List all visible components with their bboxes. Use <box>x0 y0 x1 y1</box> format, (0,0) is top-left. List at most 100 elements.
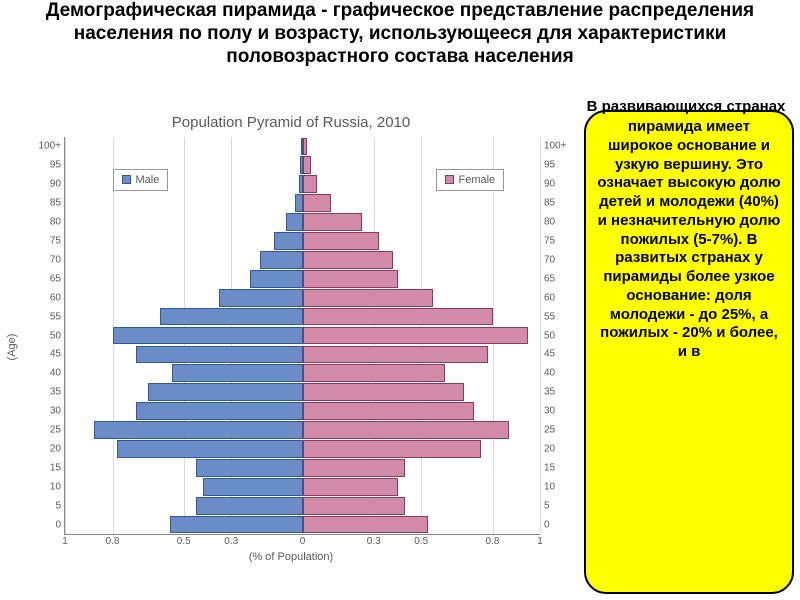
y-tick-left: 60 <box>31 292 65 303</box>
overlay-text: В развивающихся странах <box>586 98 786 115</box>
chart-title: Population Pyramid of Russia, 2010 <box>6 114 576 131</box>
population-pyramid-chart: Population Pyramid of Russia, 2010 (Age)… <box>6 114 576 594</box>
y-tick-right: 45 <box>540 349 555 360</box>
y-tick-left: 10 <box>31 481 65 492</box>
age-row <box>65 458 540 477</box>
y-tick-left: 15 <box>31 462 65 473</box>
y-tick-right: 0 <box>540 519 550 530</box>
male-bar <box>172 364 303 382</box>
y-tick-left: 100+ <box>31 141 65 152</box>
y-tick-right: 25 <box>540 425 555 436</box>
x-tick: 0.8 <box>486 534 500 547</box>
female-bar <box>303 289 434 307</box>
male-bar <box>295 194 302 212</box>
info-callout: пирамида имеет широкое основание и узкую… <box>584 110 794 594</box>
female-bar <box>303 308 493 326</box>
age-row <box>65 250 540 269</box>
x-tick: 0.8 <box>106 534 120 547</box>
male-bar <box>136 402 302 420</box>
male-bar <box>286 213 303 231</box>
age-row <box>65 477 540 496</box>
male-bar <box>196 459 303 477</box>
y-tick-right: 70 <box>540 254 555 265</box>
y-tick-right: 80 <box>540 217 555 228</box>
age-row <box>65 402 540 421</box>
age-row <box>65 421 540 440</box>
female-bar <box>303 156 311 174</box>
y-tick-left: 45 <box>31 349 65 360</box>
male-bar <box>94 421 303 439</box>
female-bar <box>303 232 379 250</box>
male-bar <box>117 440 302 458</box>
plot-wrapper: (Age) 10.80.50.300.30.50.81100+100+95959… <box>6 135 576 559</box>
male-bar <box>148 383 302 401</box>
female-bar <box>303 270 398 288</box>
female-bar <box>303 138 308 156</box>
y-tick-left: 5 <box>31 500 65 511</box>
female-bar <box>303 402 474 420</box>
y-tick-right: 15 <box>540 462 555 473</box>
y-tick-right: 65 <box>540 273 555 284</box>
male-bar <box>203 478 303 496</box>
age-row <box>65 496 540 515</box>
y-tick-right: 35 <box>540 387 555 398</box>
female-bar <box>303 516 429 534</box>
x-tick: 1 <box>537 534 543 547</box>
y-axis-label: (Age) <box>6 334 18 361</box>
legend-male: Male <box>113 169 169 191</box>
y-tick-left: 20 <box>31 443 65 454</box>
male-bar <box>136 346 302 364</box>
y-tick-right: 20 <box>540 443 555 454</box>
y-tick-right: 5 <box>540 500 550 511</box>
age-row <box>65 364 540 383</box>
y-tick-left: 65 <box>31 273 65 284</box>
female-bar <box>303 497 405 515</box>
male-bar <box>219 289 302 307</box>
y-tick-right: 55 <box>540 311 555 322</box>
legend-female: Female <box>436 169 505 191</box>
female-bar <box>303 364 446 382</box>
female-bar <box>303 440 481 458</box>
x-tick: 0.3 <box>224 534 238 547</box>
y-tick-left: 30 <box>31 406 65 417</box>
age-row <box>65 213 540 232</box>
male-bar <box>274 232 303 250</box>
male-bar <box>196 497 303 515</box>
female-bar <box>303 213 362 231</box>
age-row <box>65 137 540 156</box>
male-bar <box>113 327 303 345</box>
female-bar <box>303 383 465 401</box>
y-tick-left: 40 <box>31 368 65 379</box>
age-row <box>65 326 540 345</box>
age-row <box>65 383 540 402</box>
female-bar <box>303 327 529 345</box>
y-tick-left: 90 <box>31 179 65 190</box>
y-tick-right: 95 <box>540 160 555 171</box>
female-bar <box>303 346 488 364</box>
x-tick: 0.3 <box>367 534 381 547</box>
x-tick: 0.5 <box>177 534 191 547</box>
age-row <box>65 288 540 307</box>
female-bar <box>303 459 405 477</box>
age-row <box>65 307 540 326</box>
y-tick-right: 50 <box>540 330 555 341</box>
y-tick-left: 35 <box>31 387 65 398</box>
age-row <box>65 439 540 458</box>
plot-area: 10.80.50.300.30.50.81100+100+95959090858… <box>64 137 540 535</box>
age-row <box>65 345 540 364</box>
y-tick-left: 85 <box>31 198 65 209</box>
x-tick: 0.5 <box>414 534 428 547</box>
y-tick-left: 70 <box>31 254 65 265</box>
y-tick-left: 50 <box>31 330 65 341</box>
male-bar <box>260 251 303 269</box>
y-tick-right: 60 <box>540 292 555 303</box>
y-tick-right: 90 <box>540 179 555 190</box>
female-bar <box>303 421 510 439</box>
male-bar <box>250 270 302 288</box>
age-row <box>65 194 540 213</box>
x-tick: 1 <box>62 534 68 547</box>
y-tick-right: 10 <box>540 481 555 492</box>
page-title: Демографическая пирамида - графическое п… <box>0 0 800 68</box>
y-tick-left: 80 <box>31 217 65 228</box>
x-tick: 0 <box>300 534 306 547</box>
